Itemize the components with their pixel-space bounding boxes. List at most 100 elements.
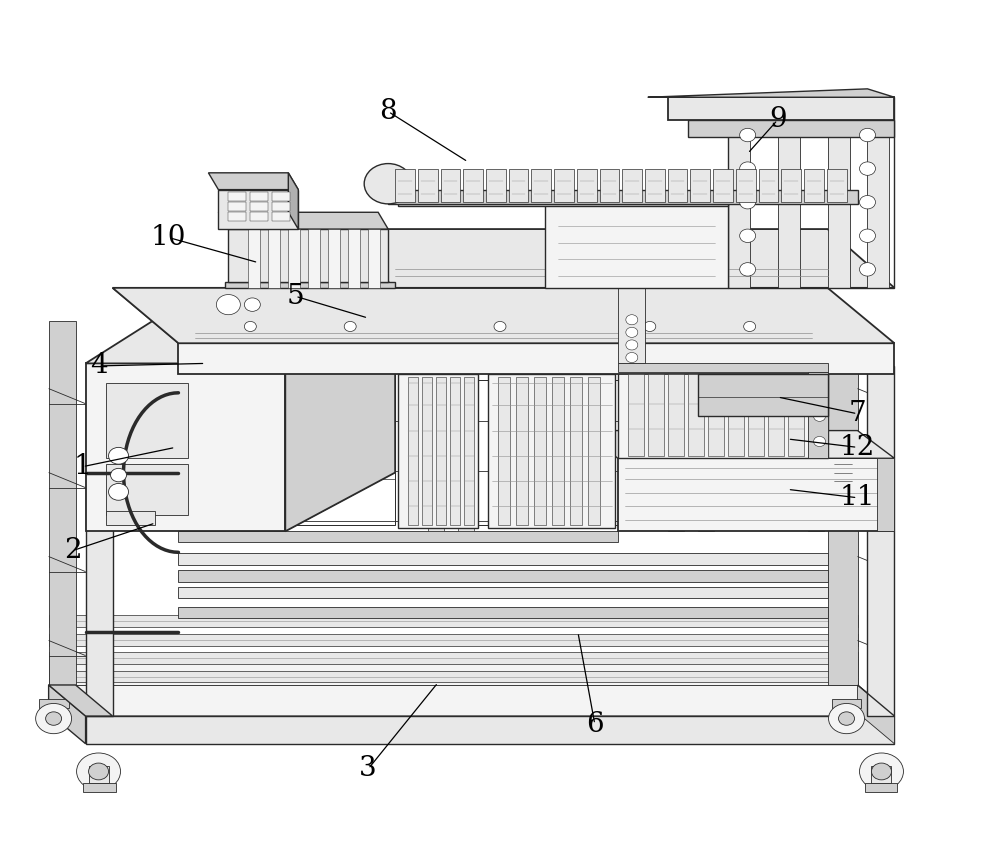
Polygon shape xyxy=(272,192,290,200)
Polygon shape xyxy=(867,366,894,716)
Polygon shape xyxy=(858,641,894,656)
Circle shape xyxy=(839,711,855,725)
Polygon shape xyxy=(250,212,268,220)
Circle shape xyxy=(244,321,256,331)
Polygon shape xyxy=(618,372,828,458)
Circle shape xyxy=(740,229,756,242)
Polygon shape xyxy=(622,168,642,202)
Text: 9: 9 xyxy=(769,107,786,134)
Polygon shape xyxy=(272,212,290,220)
Polygon shape xyxy=(368,229,380,288)
Polygon shape xyxy=(178,532,618,542)
Polygon shape xyxy=(582,431,894,458)
Circle shape xyxy=(626,315,638,325)
Polygon shape xyxy=(83,783,116,791)
Polygon shape xyxy=(408,377,418,526)
Circle shape xyxy=(814,436,826,447)
Polygon shape xyxy=(588,377,600,526)
Polygon shape xyxy=(759,168,778,202)
Polygon shape xyxy=(49,473,86,488)
Polygon shape xyxy=(248,229,260,288)
Circle shape xyxy=(740,195,756,209)
Polygon shape xyxy=(552,377,564,526)
Text: 1: 1 xyxy=(74,453,91,480)
Polygon shape xyxy=(250,192,268,200)
Text: 2: 2 xyxy=(64,537,81,564)
Polygon shape xyxy=(531,168,551,202)
Polygon shape xyxy=(768,374,784,456)
Polygon shape xyxy=(458,374,474,532)
Circle shape xyxy=(814,386,826,396)
Text: 4: 4 xyxy=(90,352,107,379)
Polygon shape xyxy=(86,363,285,532)
Polygon shape xyxy=(748,374,764,456)
Circle shape xyxy=(89,763,109,780)
Circle shape xyxy=(109,447,129,464)
Polygon shape xyxy=(728,374,744,456)
Polygon shape xyxy=(498,377,510,526)
Circle shape xyxy=(859,229,875,242)
Polygon shape xyxy=(285,304,395,532)
Polygon shape xyxy=(858,685,894,743)
Polygon shape xyxy=(218,212,388,229)
Polygon shape xyxy=(648,374,664,456)
Polygon shape xyxy=(668,168,687,202)
Circle shape xyxy=(77,753,121,790)
Polygon shape xyxy=(49,685,113,716)
Polygon shape xyxy=(464,377,474,526)
Polygon shape xyxy=(858,685,894,716)
Polygon shape xyxy=(832,699,861,707)
Polygon shape xyxy=(668,98,894,120)
Polygon shape xyxy=(228,229,388,282)
Polygon shape xyxy=(570,377,582,526)
Polygon shape xyxy=(49,653,858,664)
Polygon shape xyxy=(828,321,858,685)
Polygon shape xyxy=(877,458,894,532)
Circle shape xyxy=(829,703,864,733)
Polygon shape xyxy=(600,168,619,202)
Text: 6: 6 xyxy=(586,711,604,738)
Polygon shape xyxy=(698,374,828,416)
Polygon shape xyxy=(113,288,285,363)
Circle shape xyxy=(244,298,260,311)
Polygon shape xyxy=(516,377,528,526)
Polygon shape xyxy=(398,195,728,206)
Polygon shape xyxy=(288,229,300,288)
Polygon shape xyxy=(545,204,728,288)
Polygon shape xyxy=(668,374,684,532)
Polygon shape xyxy=(49,389,86,404)
Polygon shape xyxy=(178,343,894,374)
Polygon shape xyxy=(228,202,246,210)
Polygon shape xyxy=(89,766,109,783)
Polygon shape xyxy=(788,374,804,456)
Circle shape xyxy=(109,484,129,500)
Polygon shape xyxy=(49,671,858,682)
Polygon shape xyxy=(348,229,360,288)
Circle shape xyxy=(626,340,638,350)
Circle shape xyxy=(871,763,891,780)
Polygon shape xyxy=(86,366,113,716)
Polygon shape xyxy=(450,377,460,526)
Polygon shape xyxy=(708,374,724,456)
Polygon shape xyxy=(208,172,298,189)
Polygon shape xyxy=(778,98,800,288)
Polygon shape xyxy=(781,168,801,202)
Polygon shape xyxy=(288,172,298,229)
Polygon shape xyxy=(178,553,828,565)
Polygon shape xyxy=(106,383,188,458)
Polygon shape xyxy=(867,98,889,288)
Polygon shape xyxy=(258,374,274,532)
Polygon shape xyxy=(178,607,828,618)
Polygon shape xyxy=(828,98,850,288)
Polygon shape xyxy=(554,168,574,202)
Polygon shape xyxy=(698,374,714,532)
Polygon shape xyxy=(713,168,733,202)
Text: 12: 12 xyxy=(840,434,875,461)
Polygon shape xyxy=(509,168,528,202)
Polygon shape xyxy=(690,168,710,202)
Polygon shape xyxy=(858,473,894,488)
Polygon shape xyxy=(463,168,483,202)
Polygon shape xyxy=(858,557,894,572)
Polygon shape xyxy=(86,716,894,743)
Polygon shape xyxy=(113,288,894,343)
